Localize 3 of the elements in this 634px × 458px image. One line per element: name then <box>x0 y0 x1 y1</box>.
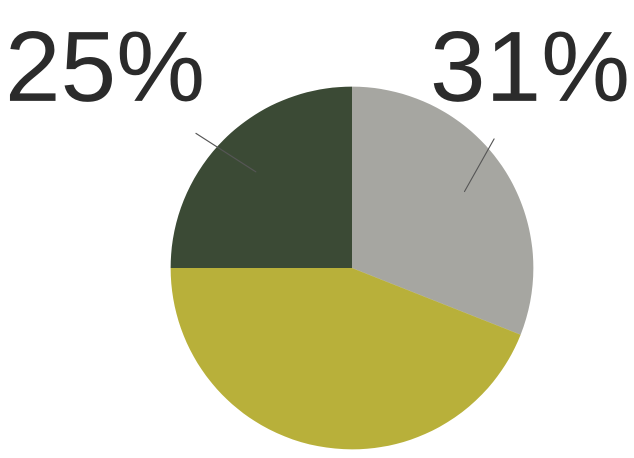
data-label: 31% <box>434 31 627 102</box>
pie-slice <box>170 268 521 450</box>
data-label: 25% <box>10 31 202 102</box>
